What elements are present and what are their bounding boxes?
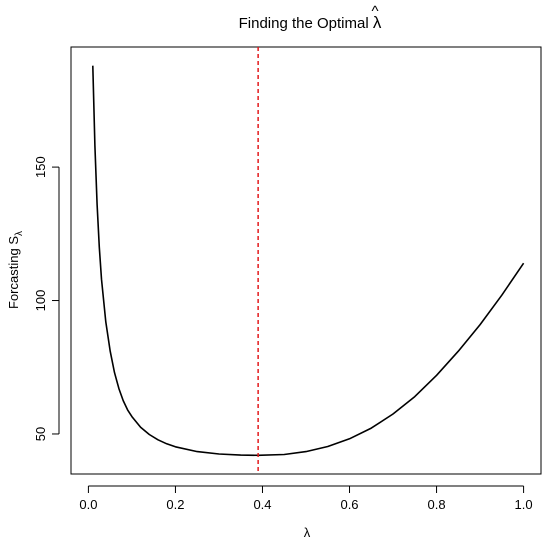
chart-title-hat: ^: [371, 3, 378, 20]
y-ticks: 50 100 150: [33, 156, 60, 441]
y-axis-label: Forcasting Sλ: [6, 231, 25, 309]
svg-text:Forcasting Sλ: Forcasting Sλ: [6, 231, 25, 309]
x-axis-label: λ: [304, 525, 311, 540]
series-line: [92, 65, 525, 457]
x-tick-label: 0.6: [340, 497, 358, 512]
x-tick-label: 1.0: [515, 497, 533, 512]
x-ticks: 0.0 0.2 0.4 0.6 0.8 1.0: [79, 485, 533, 512]
series-layer: [92, 65, 525, 457]
plot-frame: [70, 46, 542, 475]
x-tick-label: 0.2: [166, 497, 184, 512]
chart-title-text: Finding the Optimal: [239, 15, 373, 32]
y-axis-label-subscript: λ: [14, 231, 25, 236]
y-tick-label: 150: [33, 156, 48, 178]
y-axis-label-text: Forcasting S: [6, 236, 21, 309]
y-tick-label: 50: [33, 427, 48, 441]
x-tick-label: 0.8: [428, 497, 446, 512]
x-tick-label: 0.0: [79, 497, 97, 512]
chart-title: Finding the Optimal λ: [239, 13, 382, 32]
chart-title-symbol: λ: [373, 13, 382, 32]
y-tick-label: 100: [33, 290, 48, 312]
x-tick-label: 0.4: [253, 497, 271, 512]
